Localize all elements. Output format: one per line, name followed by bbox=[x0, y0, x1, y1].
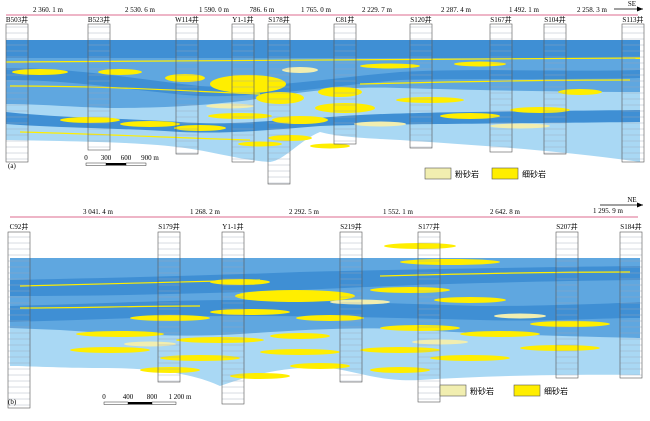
scale-tick: 600 bbox=[121, 154, 132, 162]
well-label: S219井 bbox=[340, 222, 361, 231]
well-c92: C92井 bbox=[7, 222, 31, 409]
distance-label: 1 492. 1 m bbox=[509, 6, 540, 14]
distance-label: 3 041. 4 m bbox=[83, 208, 114, 216]
well-s104: S104井 bbox=[543, 15, 567, 155]
scale-tick: 0 bbox=[102, 393, 106, 401]
legend-label: 粉砂岩 bbox=[470, 386, 494, 396]
distance-label: 2 292. 5 m bbox=[289, 208, 320, 216]
well-label: S104井 bbox=[544, 15, 565, 24]
sand-bodies-a bbox=[12, 61, 602, 149]
direction-label-a: SE bbox=[628, 0, 636, 8]
legend-b: 粉砂岩 细砂岩 bbox=[439, 384, 568, 397]
well-label: Y1-1井 bbox=[222, 222, 243, 231]
scale-bar-b: 0 400 800 1 200 m bbox=[102, 393, 192, 405]
wells-a: B503井 B523井 W114井 Y1-1井 S178井 C81井 bbox=[5, 15, 645, 185]
well-w114: W114井 bbox=[175, 15, 199, 155]
well-b503: B503井 bbox=[5, 15, 29, 163]
scale-tick: 300 bbox=[101, 154, 112, 162]
scale-tick: 400 bbox=[123, 393, 134, 401]
well-s184: S184井 bbox=[619, 222, 643, 379]
well-c81: C81井 bbox=[333, 15, 357, 145]
distance-labels-a: 2 360. 1 m 2 530. 6 m 1 590. 0 m 786. 6 … bbox=[33, 6, 608, 14]
arrowhead-icon bbox=[637, 202, 643, 208]
fine-sandstone-swatch bbox=[513, 384, 541, 397]
well-label: S207井 bbox=[556, 222, 577, 231]
well-label: C92井 bbox=[10, 222, 29, 231]
distance-label: 2 642. 8 m bbox=[490, 208, 521, 216]
legend-label: 细砂岩 bbox=[522, 169, 546, 179]
distance-label: 2 530. 6 m bbox=[125, 6, 156, 14]
distance-label: 2 229. 7 m bbox=[362, 6, 393, 14]
distance-label: 2 258. 3 m bbox=[577, 6, 608, 14]
panel-a: 2 360. 1 m 2 530. 6 m 1 590. 0 m 786. 6 … bbox=[5, 0, 645, 185]
scale-tick: 800 bbox=[147, 393, 158, 401]
scale-tick: 0 bbox=[84, 154, 88, 162]
well-b523: B523井 bbox=[87, 15, 111, 151]
legend-a: 粉砂岩 细砂岩 bbox=[424, 167, 546, 180]
well-label: S120井 bbox=[410, 15, 431, 24]
well-label: S184井 bbox=[620, 222, 641, 231]
legend-label: 粉砂岩 bbox=[455, 169, 479, 179]
well-label: B503井 bbox=[6, 15, 28, 24]
distance-label: 1 765. 0 m bbox=[301, 6, 332, 14]
fine-sandstone-swatch bbox=[491, 167, 519, 180]
well-label: W114井 bbox=[175, 15, 199, 24]
panel-label-a: (a) bbox=[8, 162, 16, 170]
siltstone-swatch bbox=[439, 384, 467, 397]
distance-labels-b: 3 041. 4 m 1 268. 2 m 2 292. 5 m 1 552. … bbox=[83, 207, 624, 216]
distance-label: 2 287. 4 m bbox=[441, 6, 472, 14]
well-s177: S177井 bbox=[417, 222, 441, 403]
panel-label-b: (b) bbox=[8, 398, 17, 406]
distance-label: 786. 6 m bbox=[250, 6, 275, 14]
well-s113: S113井 bbox=[621, 15, 645, 163]
well-s179: S179井 bbox=[157, 222, 181, 383]
legend-label: 细砂岩 bbox=[544, 386, 568, 396]
well-y1-1b: Y1-1井 bbox=[221, 222, 245, 405]
well-label: Y1-1井 bbox=[232, 15, 253, 24]
well-label: S178井 bbox=[268, 15, 289, 24]
strata-a bbox=[6, 40, 640, 162]
well-s178: S178井 bbox=[267, 15, 291, 185]
direction-label-b: NE bbox=[627, 196, 636, 204]
scale-bar-a: 0 300 600 900 m bbox=[84, 154, 159, 166]
distance-label: 1 552. 1 m bbox=[383, 208, 414, 216]
distance-label: 1 590. 0 m bbox=[199, 6, 230, 14]
well-s167: S167井 bbox=[489, 15, 513, 153]
scale-tick: 900 m bbox=[141, 154, 159, 162]
well-s219: S219井 bbox=[339, 222, 363, 383]
well-s120: S120井 bbox=[409, 15, 433, 149]
scale-tick: 1 200 m bbox=[169, 393, 193, 401]
distance-label: 1 268. 2 m bbox=[190, 208, 221, 216]
well-label: S177井 bbox=[418, 222, 439, 231]
well-s207: S207井 bbox=[555, 222, 579, 379]
well-label: S167井 bbox=[490, 15, 511, 24]
siltstone-swatch bbox=[424, 167, 452, 180]
well-label: C81井 bbox=[336, 15, 355, 24]
distance-label: 1 295. 9 m bbox=[593, 207, 624, 215]
panel-b: 3 041. 4 m 1 268. 2 m 2 292. 5 m 1 552. … bbox=[7, 196, 643, 409]
well-label: S179井 bbox=[158, 222, 179, 231]
arrowhead-icon bbox=[637, 6, 643, 12]
well-label: S113井 bbox=[622, 15, 643, 24]
wells-b: C92井 S179井 Y1-1井 S219井 S177井 S207井 bbox=[7, 222, 643, 409]
well-label: B523井 bbox=[88, 15, 110, 24]
distance-label: 2 360. 1 m bbox=[33, 6, 64, 14]
well-y1-1: Y1-1井 bbox=[231, 15, 255, 163]
